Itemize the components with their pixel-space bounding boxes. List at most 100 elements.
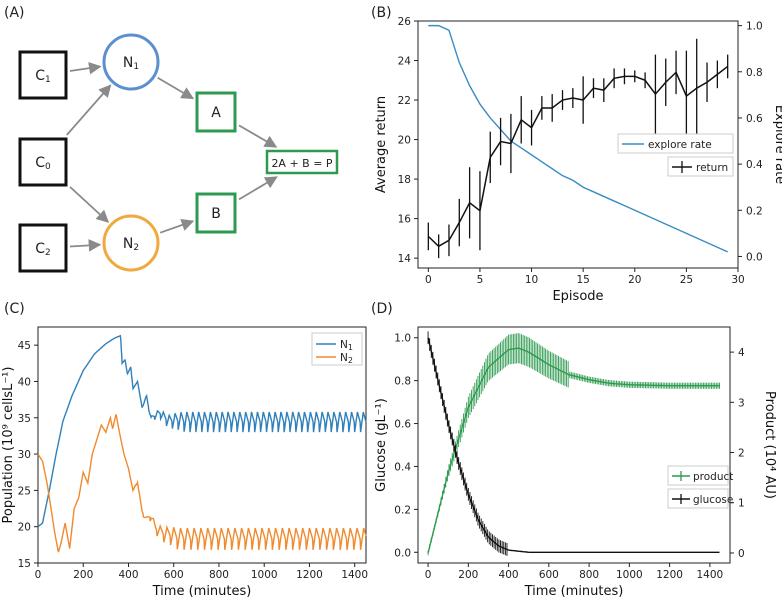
edge-arrow-B-P bbox=[238, 176, 278, 201]
y-axis-label: Glucose (gL⁻¹) bbox=[374, 398, 389, 492]
y-tick-label: 15 bbox=[18, 558, 31, 570]
y-axis-label: Average return bbox=[374, 96, 389, 193]
y2-tick-label: 0.6 bbox=[746, 113, 763, 125]
series-line-explore-rate bbox=[428, 24, 728, 253]
node-label-b: B bbox=[211, 206, 221, 222]
x-tick-label: 15 bbox=[576, 274, 589, 286]
node-shape-n1 bbox=[102, 33, 160, 91]
x-tick-label: 600 bbox=[164, 569, 184, 581]
edge-arrow-N1-A bbox=[157, 76, 195, 100]
panel-label-a: (A) bbox=[4, 5, 25, 21]
node-shape-p bbox=[265, 149, 339, 175]
y-tick-label: 0.8 bbox=[394, 376, 411, 388]
y2-tick-label: 0.2 bbox=[746, 205, 763, 217]
x-axis-label: Time (minutes) bbox=[524, 584, 624, 599]
node-a: A bbox=[195, 91, 237, 133]
legend-box bbox=[311, 332, 363, 366]
node-p: 2A + B = P bbox=[265, 149, 339, 175]
node-shape-a bbox=[195, 91, 237, 133]
y-tick-label: 26 bbox=[398, 16, 412, 28]
x-tick-label: 1400 bbox=[341, 569, 368, 581]
panel-label-c: (C) bbox=[4, 301, 25, 317]
legend-box-return bbox=[667, 156, 734, 177]
legend-box-explore bbox=[617, 133, 734, 154]
y-tick-label: 0.0 bbox=[394, 547, 411, 559]
y-tick-label: 24 bbox=[398, 56, 412, 68]
node-label-a: A bbox=[211, 105, 221, 121]
node-n2: N2 bbox=[102, 214, 160, 272]
legend: product glucose bbox=[667, 465, 733, 509]
y2-tick-label: 1 bbox=[738, 498, 745, 510]
y-tick-label: 0.6 bbox=[394, 419, 411, 431]
x-tick-label: 1200 bbox=[296, 569, 323, 581]
node-b: B bbox=[195, 192, 237, 234]
x-axis-label: Episode bbox=[552, 289, 603, 304]
y2-tick-label: 0.4 bbox=[746, 159, 763, 171]
node-shape-n2 bbox=[102, 214, 160, 272]
chart-d: 0 200 400 600 800 1000 1200 1400 0.0 0.2 0.4 0.6 0.8… bbox=[374, 326, 777, 599]
y2-tick-label: 3 bbox=[738, 397, 745, 409]
x-tick-label: 1200 bbox=[656, 569, 683, 581]
y-axis-label: Population (10⁹ cellsL⁻¹) bbox=[1, 367, 16, 524]
y2-tick-label: 0.0 bbox=[746, 251, 763, 263]
y2-tick-label: 1.0 bbox=[746, 21, 763, 33]
x-tick-label: 25 bbox=[680, 274, 693, 286]
y-tick-label: 14 bbox=[398, 253, 412, 265]
y-tick-label: 40 bbox=[18, 376, 31, 388]
legend-label-product: product bbox=[693, 471, 733, 483]
x-tick-label: 800 bbox=[579, 569, 599, 581]
plot-frame bbox=[417, 326, 731, 564]
panel-label-d: (D) bbox=[371, 301, 393, 317]
y-tick-label: 22 bbox=[398, 95, 411, 107]
y-tick-label: 45 bbox=[18, 340, 31, 352]
node-shape-c2 bbox=[18, 223, 68, 273]
x-tick-label: 5 bbox=[477, 274, 484, 286]
chart-b: 0 5 10 15 20 25 30 14 16 18 20 22 24 26 0.0 0.2 0.4 0.6 0.… bbox=[374, 16, 782, 304]
x-tick-label: 600 bbox=[539, 569, 559, 581]
y-tick-label: 20 bbox=[398, 135, 411, 147]
y2-tick-label: 0.8 bbox=[746, 67, 763, 79]
y-tick-label: 0.4 bbox=[394, 461, 411, 473]
node-label-c0: C0 bbox=[35, 155, 51, 172]
edge-arrow-A-P bbox=[238, 124, 278, 148]
node-label-n2: N2 bbox=[123, 236, 139, 253]
x-tick-label: 1400 bbox=[697, 569, 724, 581]
node-shape-c0 bbox=[18, 137, 68, 187]
edge-arrow-C0-N2 bbox=[69, 186, 110, 223]
legend-label-n2: N2 bbox=[340, 352, 353, 365]
x-tick-label: 1000 bbox=[616, 569, 643, 581]
pathway-diagram: C1 C0 C2 N1 N2 A B 2A + B = P bbox=[18, 33, 339, 273]
legend-label-return: return bbox=[696, 162, 728, 174]
x-tick-label: 1000 bbox=[251, 569, 278, 581]
series-line-product bbox=[427, 347, 720, 554]
legend-box-product bbox=[667, 465, 729, 486]
legend-box-glucose bbox=[667, 488, 729, 509]
node-shape-c1 bbox=[18, 50, 68, 100]
y-tick-label: 25 bbox=[18, 485, 31, 497]
edge-arrow-C0-N1 bbox=[66, 84, 112, 136]
edge-arrow-C2-N2 bbox=[69, 239, 102, 252]
y-tick-label: 1.0 bbox=[394, 333, 411, 345]
legend-label-n1: N1 bbox=[340, 339, 353, 352]
node-n1: N1 bbox=[102, 33, 160, 91]
legend: explore rate return bbox=[617, 133, 734, 177]
x-tick-label: 400 bbox=[118, 569, 138, 581]
y-tick-label: 0.2 bbox=[394, 504, 411, 516]
node-label-c1: C1 bbox=[35, 68, 51, 85]
y2-axis-label: Explore rate bbox=[772, 105, 782, 184]
node-c1: C1 bbox=[18, 50, 68, 100]
x-tick-label: 800 bbox=[209, 569, 229, 581]
node-label-n1: N1 bbox=[123, 55, 139, 72]
series-line-n1 bbox=[37, 334, 367, 528]
y-tick-label: 30 bbox=[18, 449, 31, 461]
x-tick-label: 0 bbox=[35, 569, 42, 581]
y-tick-label: 16 bbox=[398, 214, 412, 226]
edge-arrow-C1-N1 bbox=[69, 61, 102, 75]
plot-frame bbox=[37, 326, 367, 564]
x-tick-label: 400 bbox=[499, 569, 519, 581]
y-tick-label: 18 bbox=[398, 174, 411, 186]
x-tick-label: 20 bbox=[628, 274, 641, 286]
plot-frame bbox=[417, 20, 739, 269]
